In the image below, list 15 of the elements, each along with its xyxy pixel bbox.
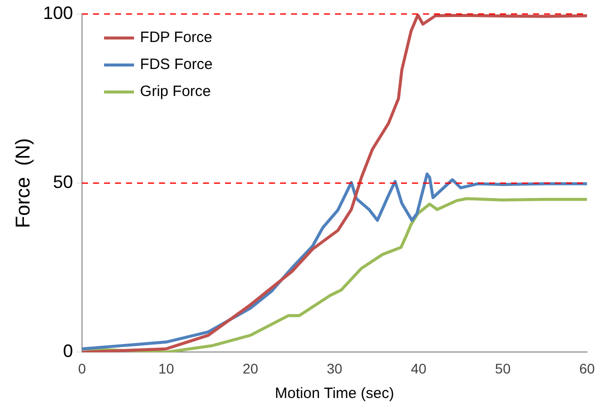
x-axis-title: Motion Time (sec) [274,385,394,402]
x-tick-label: 20 [242,360,258,376]
y-tick-label: 50 [53,172,74,192]
x-tick-label: 0 [78,360,86,376]
y-tick-label: 100 [42,2,74,23]
x-tick-label: 50 [495,360,511,376]
y-tick-label: 0 [63,341,74,362]
y-axis-title: Force (N) [12,138,35,228]
legend-label: FDP Force [140,29,212,46]
x-tick-label: 60 [579,360,595,376]
legend-label: Grip Force [140,83,211,100]
x-tick-label: 30 [326,360,343,376]
legend-label: FDS Force [140,56,213,74]
x-tick-label: 10 [158,360,174,376]
x-tick-label: 40 [410,360,427,376]
